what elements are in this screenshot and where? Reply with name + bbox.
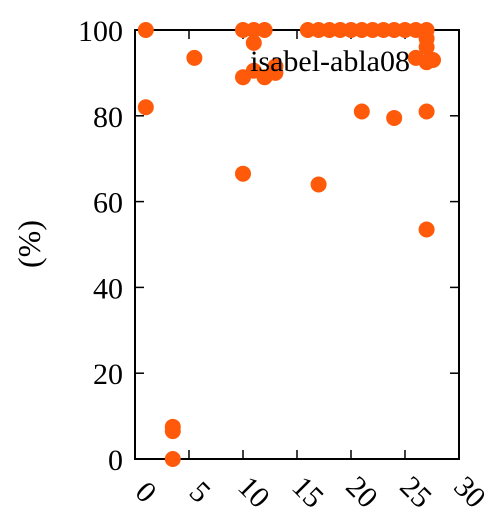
data-point: [186, 49, 203, 66]
y-tick-label: 100: [78, 15, 123, 48]
y-tick-label: 80: [93, 101, 123, 134]
data-point: [310, 176, 327, 193]
x-tick-label: 20: [339, 470, 384, 515]
data-point: [164, 418, 181, 435]
data-points: [137, 22, 435, 467]
x-tick-label: 30: [447, 470, 492, 515]
legend: isabel-abla08: [250, 45, 441, 78]
data-point: [267, 58, 284, 75]
x-tick-label: 15: [285, 470, 330, 515]
data-point: [418, 39, 435, 56]
plot-frame: [134, 29, 460, 460]
y-tick-label: 0: [108, 444, 123, 477]
y-tick-label: 40: [93, 272, 123, 305]
y-tick-label: 20: [93, 358, 123, 391]
legend-label: isabel-abla08: [250, 45, 410, 78]
x-tick-label: 5: [183, 475, 217, 509]
x-tick-label: 0: [129, 475, 163, 509]
x-tick-label: 10: [231, 470, 276, 515]
data-point: [256, 22, 273, 38]
data-point: [137, 99, 154, 116]
data-point: [418, 221, 435, 238]
data-point: [353, 103, 370, 120]
data-point: [418, 103, 435, 120]
data-point: [164, 451, 181, 467]
data-point: [137, 22, 154, 38]
y-axis-label: (%): [11, 220, 47, 268]
data-point: [245, 34, 262, 51]
y-axis-ticks: 0 20 40 60 80 100: [78, 15, 459, 477]
legend-marker: [425, 52, 441, 68]
x-axis-ticks: 0 5 10 15 20 25 30: [129, 30, 492, 515]
plot-border: [134, 29, 460, 460]
y-tick-label: 60: [93, 187, 123, 220]
x-tick-label: 25: [393, 470, 438, 515]
data-point: [386, 109, 403, 126]
data-point: [235, 165, 251, 182]
